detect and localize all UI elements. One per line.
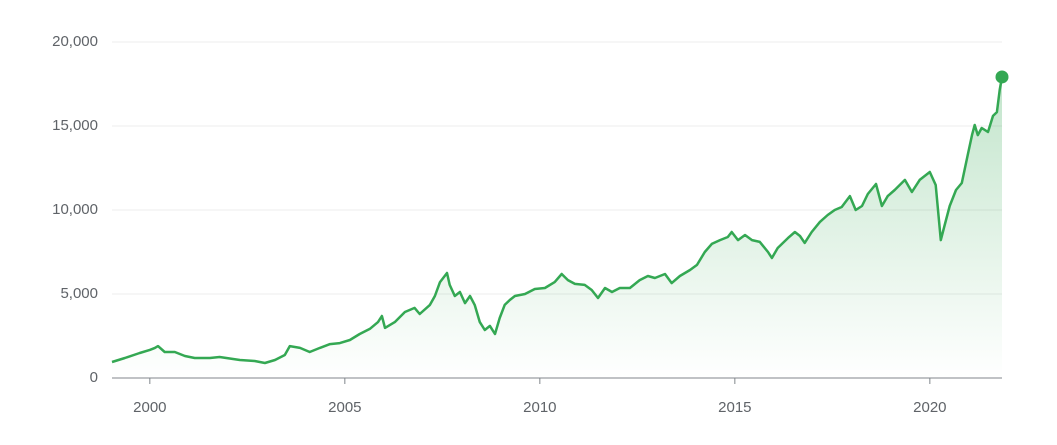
x-tick-label: 2005 — [328, 399, 361, 416]
y-tick-label: 5,000 — [60, 285, 98, 302]
y-tick-label: 10,000 — [52, 201, 98, 218]
x-tick-label: 2000 — [133, 399, 166, 416]
x-tick-label: 2020 — [913, 399, 946, 416]
area — [112, 76, 1002, 379]
y-tick-label: 0 — [90, 369, 98, 386]
x-tick-label: 2010 — [523, 399, 556, 416]
y-tick-label: 20,000 — [52, 33, 98, 50]
x-tick-label: 2015 — [718, 399, 751, 416]
end-point — [995, 70, 1009, 84]
line — [111, 76, 1004, 365]
y-tick-label: 15,000 — [52, 117, 98, 134]
